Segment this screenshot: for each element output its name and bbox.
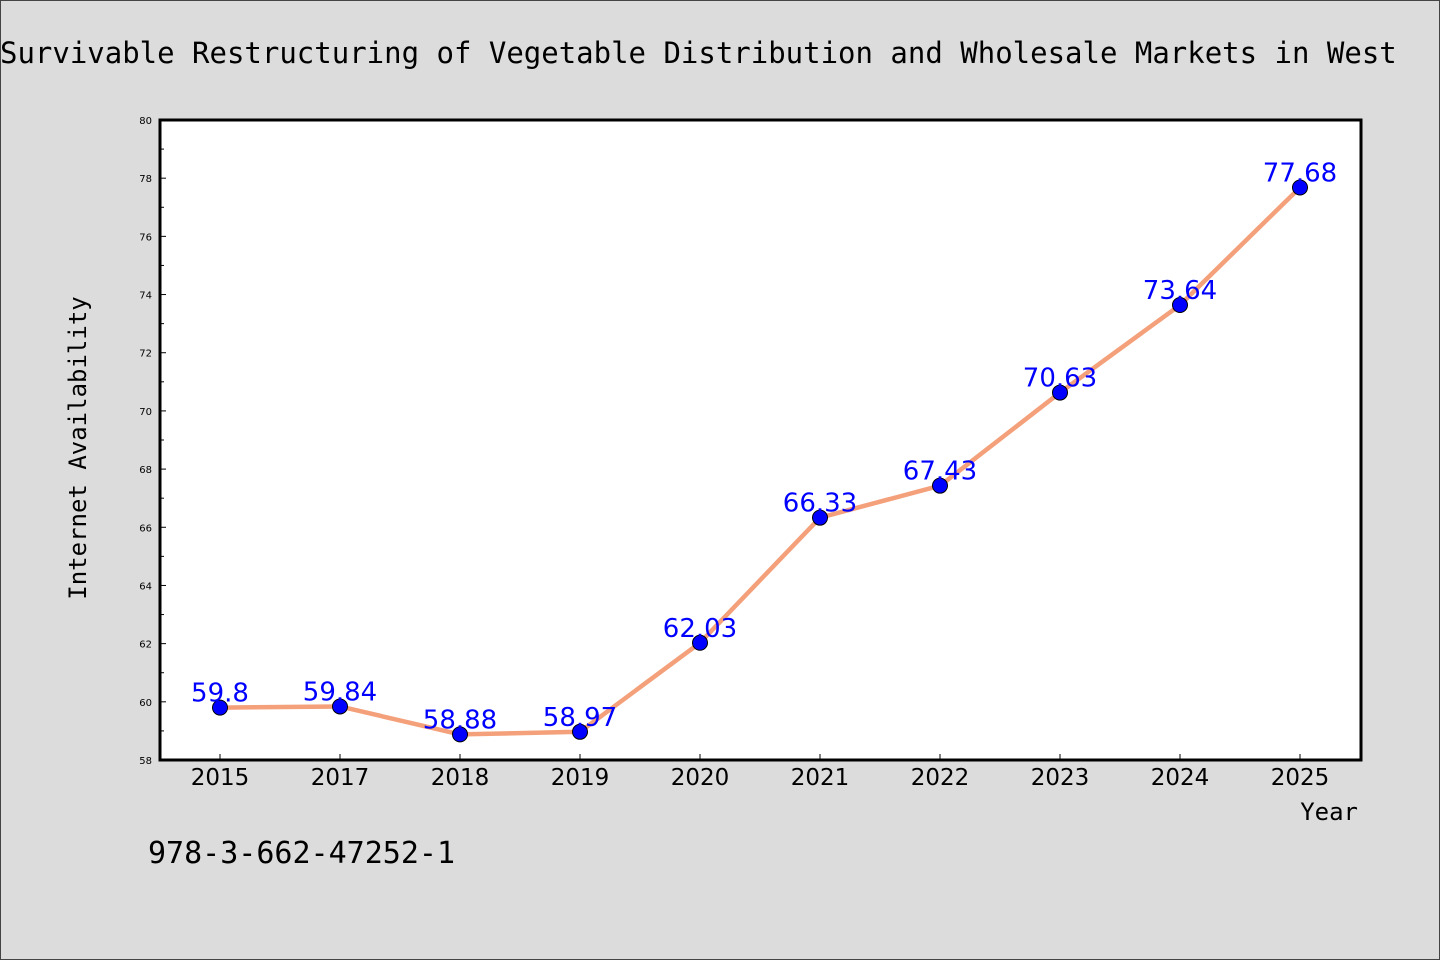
y-axis-label: Internet Availability [64, 296, 92, 599]
y-tick-label: 76 [139, 232, 152, 243]
x-tick-label: 2015 [191, 765, 250, 791]
y-tick-label: 58 [139, 756, 152, 767]
x-tick-label: 2023 [1031, 765, 1090, 791]
y-tick-label: 70 [139, 407, 152, 418]
data-label: 58.97 [543, 703, 617, 733]
data-point [692, 634, 708, 651]
data-label: 58.88 [423, 705, 497, 735]
x-tick-label: 2024 [1151, 765, 1210, 791]
data-label: 70.63 [1023, 364, 1097, 394]
data-label: 59.84 [303, 677, 377, 707]
data-point [1052, 384, 1068, 401]
x-tick-label: 2020 [671, 765, 730, 791]
data-point [1172, 297, 1188, 314]
x-axis-ticks: 2015 2017 2018 2019 2020 2021 2022 2023 2024 2025 [191, 754, 1330, 791]
data-point [452, 726, 468, 743]
data-point [1292, 179, 1308, 196]
y-tick-label: 62 [139, 640, 152, 651]
y-tick-label: 60 [139, 698, 152, 709]
x-tick-label: 2021 [791, 765, 850, 791]
data-point [932, 477, 948, 494]
data-label: 59.8 [191, 679, 249, 709]
data-label: 73.64 [1143, 276, 1217, 306]
data-label: 67.43 [903, 457, 977, 487]
x-axis-label: Year [1300, 798, 1358, 826]
y-tick-label: 74 [139, 291, 152, 302]
data-markers [212, 179, 1308, 743]
data-point [812, 509, 828, 526]
data-point [212, 699, 228, 716]
x-tick-label: 2018 [431, 765, 490, 791]
chart-title: Survivable Restructuring of Vegetable Di… [0, 36, 1397, 70]
data-labels: 59.8 59.84 58.88 58.97 62.03 66.33 67.43 70.63 7… [191, 158, 1337, 735]
y-tick-label: 80 [139, 116, 152, 127]
y-tick-label: 64 [139, 581, 152, 592]
data-point [572, 723, 588, 740]
isbn-text: 978-3-662-47252-1 [148, 836, 456, 871]
y-tick-label: 66 [139, 523, 152, 534]
data-label: 62.03 [663, 614, 737, 644]
plot-area [158, 118, 1363, 762]
data-label: 66.33 [783, 489, 857, 519]
data-label: 77.68 [1263, 158, 1337, 188]
y-tick-label: 72 [139, 349, 152, 360]
x-tick-label: 2019 [551, 765, 610, 791]
data-point [332, 698, 348, 715]
y-tick-label: 68 [139, 465, 152, 476]
y-axis-ticks: 58 60 62 64 66 68 70 72 74 76 78 80 [139, 116, 166, 767]
x-tick-label: 2025 [1271, 765, 1330, 791]
x-tick-label: 2022 [911, 765, 970, 791]
x-tick-label: 2017 [311, 765, 370, 791]
y-tick-label: 78 [139, 174, 152, 185]
series-line [217, 185, 1303, 737]
